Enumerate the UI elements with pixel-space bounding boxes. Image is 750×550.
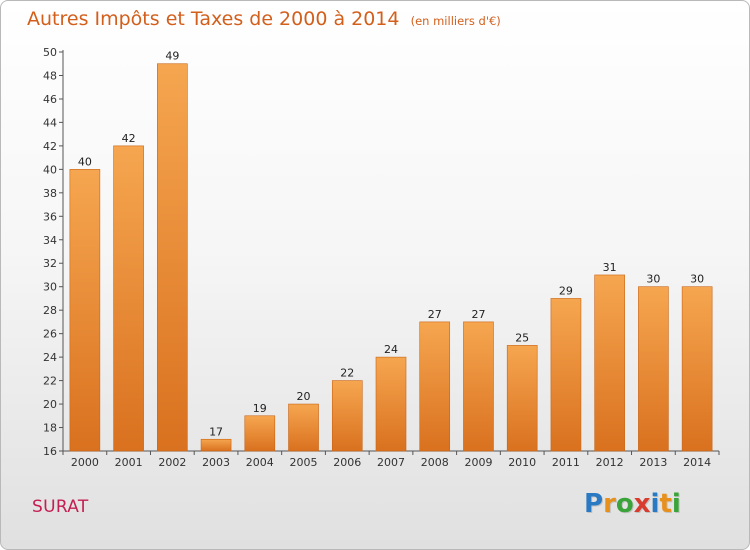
- y-tick-label: 32: [43, 257, 57, 270]
- x-tick-label: 2001: [115, 456, 143, 469]
- bar: [200, 438, 232, 452]
- y-tick-label: 48: [43, 69, 57, 82]
- y-tick-label: 22: [43, 375, 57, 388]
- y-tick-label: 38: [43, 187, 57, 200]
- y-tick-label: 16: [43, 445, 57, 458]
- bar-value-label: 42: [122, 132, 136, 145]
- y-tick-label: 44: [43, 116, 57, 129]
- bar-value-label: 31: [603, 261, 617, 274]
- x-tick-label: 2009: [464, 456, 492, 469]
- bar-value-label: 49: [165, 50, 179, 63]
- x-tick-label: 2014: [683, 456, 711, 469]
- y-tick-label: 24: [43, 351, 57, 364]
- bar: [375, 356, 407, 452]
- bar: [331, 380, 363, 452]
- bar-value-label: 22: [340, 367, 354, 380]
- chart-title: Autres Impôts et Taxes de 2000 à 2014: [27, 8, 400, 30]
- bar-value-label: 25: [515, 331, 529, 344]
- x-tick-label: 2006: [333, 456, 361, 469]
- x-tick-label: 2011: [552, 456, 580, 469]
- y-tick-label: 18: [43, 422, 57, 435]
- x-tick-label: 2004: [246, 456, 274, 469]
- y-tick-label: 36: [43, 210, 57, 223]
- x-tick-label: 2007: [377, 456, 405, 469]
- bar: [594, 274, 625, 452]
- bar: [113, 145, 144, 452]
- x-tick-label: 2008: [421, 456, 449, 469]
- y-tick-label: 34: [43, 234, 57, 247]
- x-tick-label: 2000: [71, 456, 99, 469]
- x-tick-label: 2002: [158, 456, 186, 469]
- chart-title-wrap: Autres Impôts et Taxes de 2000 à 2014 (e…: [27, 8, 501, 30]
- bar: [550, 298, 582, 452]
- bar: [506, 345, 538, 452]
- bar-value-label: 24: [384, 343, 398, 356]
- y-tick-label: 42: [43, 140, 57, 153]
- bar: [288, 403, 319, 452]
- bar-value-label: 30: [646, 273, 660, 286]
- bar: [638, 286, 669, 452]
- bar: [244, 415, 276, 452]
- x-tick-label: 2005: [290, 456, 318, 469]
- bar-value-label: 19: [253, 402, 267, 415]
- x-tick-label: 2013: [639, 456, 667, 469]
- x-tick-label: 2003: [202, 456, 230, 469]
- bar-value-label: 20: [297, 390, 311, 403]
- bar: [681, 286, 713, 452]
- bar-value-label: 29: [559, 284, 573, 297]
- bar-value-label: 30: [690, 273, 704, 286]
- x-tick-label: 2010: [508, 456, 536, 469]
- bar-value-label: 17: [209, 425, 223, 438]
- bar: [69, 169, 101, 452]
- y-tick-label: 26: [43, 328, 57, 341]
- chart-subtitle: (en milliers d'€): [410, 14, 501, 28]
- bar: [157, 63, 188, 452]
- y-tick-label: 20: [43, 398, 57, 411]
- y-tick-label: 46: [43, 93, 57, 106]
- place-name: SURAT: [32, 497, 89, 517]
- y-tick-label: 30: [43, 281, 57, 294]
- bar-value-label: 40: [78, 155, 92, 168]
- x-tick-label: 2012: [596, 456, 624, 469]
- bar-value-label: 27: [471, 308, 485, 321]
- bar: [463, 321, 494, 452]
- y-tick-label: 40: [43, 163, 57, 176]
- proxiti-logo: Proxiti: [584, 489, 681, 519]
- bar-value-label: 27: [428, 308, 442, 321]
- y-tick-label: 28: [43, 304, 57, 317]
- bar: [419, 321, 451, 452]
- y-tick-label: 50: [43, 46, 57, 59]
